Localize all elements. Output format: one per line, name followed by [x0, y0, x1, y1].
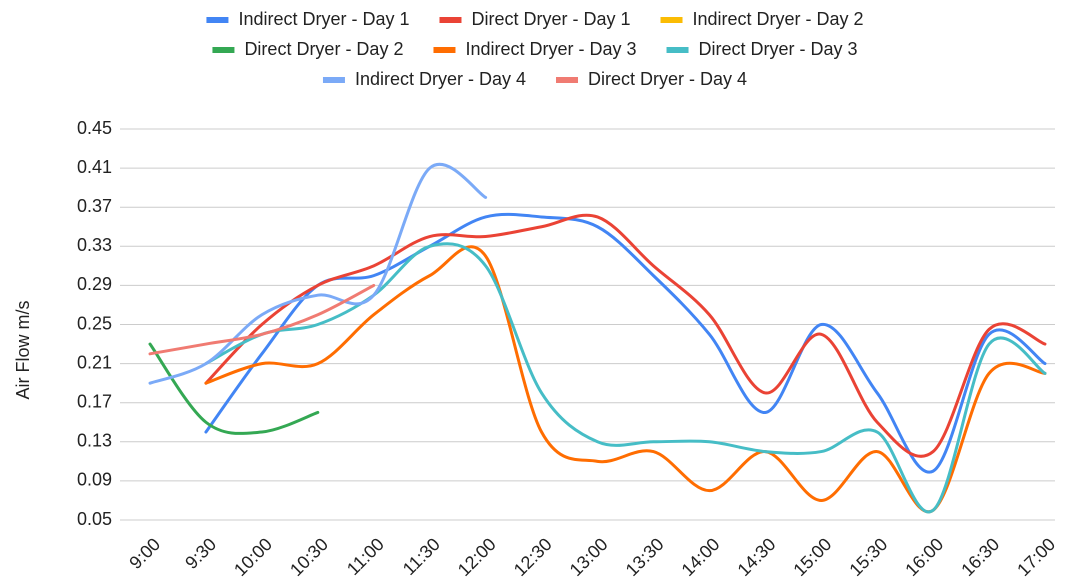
x-tick-label: 14:00: [678, 534, 724, 580]
series-line: [204, 245, 1047, 514]
y-axis-label: Air Flow m/s: [13, 301, 33, 400]
y-tick-label: 0.29: [77, 274, 112, 294]
legend-label: Direct Dryer - Day 3: [699, 39, 858, 59]
legend-row: Indirect Dryer - Day 4 Direct Dryer - Day…: [322, 69, 747, 89]
series-line: [204, 213, 1047, 458]
series-line: [204, 242, 1047, 514]
x-tick-label: 12:30: [510, 534, 556, 580]
legend-swatch: [666, 47, 689, 53]
legend-label: Direct Dryer - Day 1: [471, 9, 630, 29]
legend-swatch: [322, 77, 345, 83]
legend-label: Indirect Dryer - Day 2: [693, 9, 864, 29]
x-tick-label: 9:00: [125, 534, 164, 573]
legend-label: Indirect Dryer - Day 1: [238, 9, 409, 29]
x-tick-label: 13:30: [622, 534, 668, 580]
x-tick-label: 10:30: [286, 534, 332, 580]
x-tick-label: 15:30: [845, 534, 891, 580]
y-tick-label: 0.13: [77, 431, 112, 451]
x-tick-label: 15:00: [789, 534, 835, 580]
x-tick-label: 10:00: [230, 534, 276, 580]
y-tick-label: 0.21: [77, 352, 112, 372]
legend-swatch: [433, 47, 456, 53]
y-tick-label: 0.05: [77, 509, 112, 529]
y-tick-label: 0.41: [77, 157, 112, 177]
legend-label: Direct Dryer - Day 4: [588, 69, 747, 89]
series-line: [148, 283, 376, 356]
legend-swatch: [212, 47, 235, 53]
series-line: [148, 342, 320, 436]
legend-swatch: [206, 17, 229, 23]
legend-row: Indirect Dryer - Day 1 Direct Dryer - Day…: [206, 9, 864, 29]
x-tick-label: 16:00: [901, 534, 947, 580]
legend-label: Direct Dryer - Day 2: [244, 39, 403, 59]
x-tick-label: 12:00: [454, 534, 500, 580]
legend-label: Indirect Dryer - Day 3: [465, 39, 636, 59]
y-tick-label: 0.17: [77, 391, 112, 411]
y-tick-label: 0.45: [77, 118, 112, 138]
legend-swatch: [556, 77, 579, 83]
y-tick-label: 0.33: [77, 235, 112, 255]
legend-swatch: [660, 17, 683, 23]
x-tick-label: 11:30: [399, 534, 444, 579]
series-line: [204, 212, 1047, 474]
x-tick-label: 13:00: [566, 534, 612, 580]
y-tick-label: 0.25: [77, 313, 112, 333]
legend-label: Indirect Dryer - Day 4: [355, 69, 526, 89]
x-tick-label: 16:30: [957, 534, 1003, 580]
x-tick-label: 11:00: [343, 534, 388, 579]
x-tick-label: 17:00: [1013, 534, 1059, 580]
legend-swatch: [439, 17, 462, 23]
x-tick-label: 14:30: [734, 534, 780, 580]
legend-row: Direct Dryer - Day 2 Indirect Dryer - Day…: [212, 39, 858, 59]
x-tick-label: 9:30: [181, 534, 220, 573]
y-tick-label: 0.09: [77, 470, 112, 490]
y-tick-label: 0.37: [77, 196, 112, 216]
series-line: [148, 162, 488, 385]
